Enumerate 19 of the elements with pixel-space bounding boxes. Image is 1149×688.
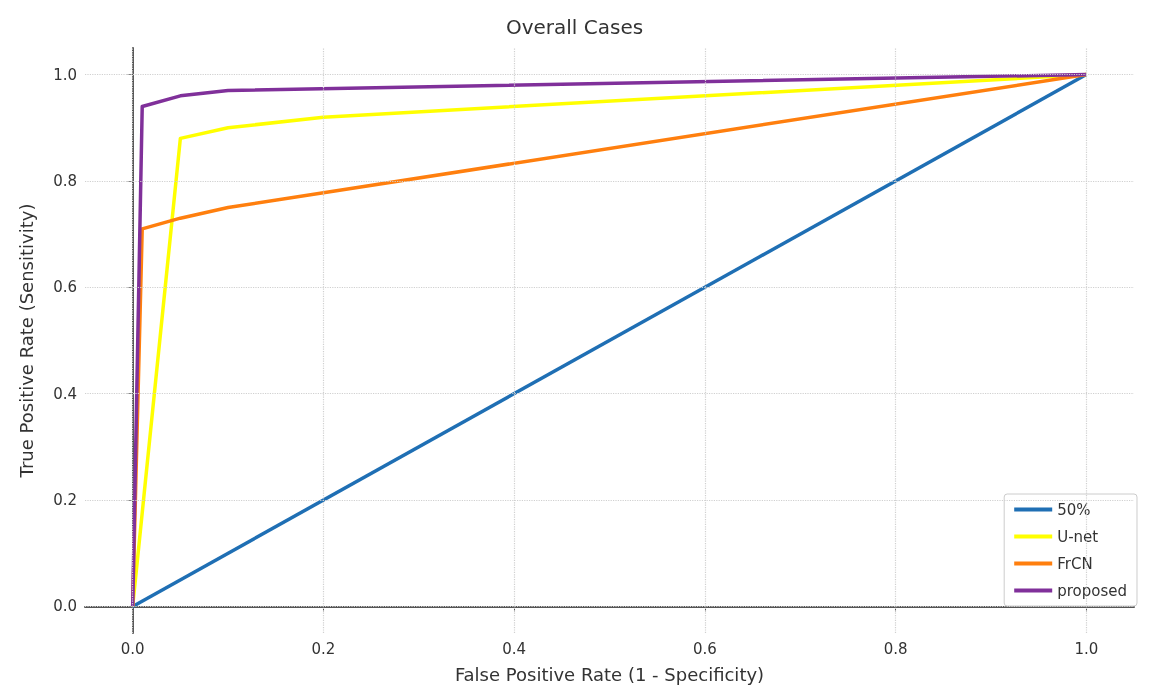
x-axis-title: False Positive Rate (1 - Specificity) [454,663,765,685]
y-axis-title: True Positive Rate (Sensitivity) [15,203,37,479]
legend-label: proposed [1057,581,1128,600]
x-tick-label: 0.4 [502,639,527,658]
x-tick-label: 0.6 [692,639,717,658]
x-tick-label: 1.0 [1074,639,1099,658]
chart-title: Overall Cases [505,15,644,39]
y-tick-label: 0.6 [53,278,77,297]
legend-label: FrCN [1057,554,1093,573]
x-tick-label: 0.2 [311,639,336,658]
y-tick-label: 0.8 [53,171,77,190]
y-tick-label: 1.0 [53,65,77,84]
y-tick-label: 0.2 [53,491,77,510]
legend-label: U-net [1057,527,1099,546]
x-tick-label: 0.0 [120,639,145,658]
y-tick-label: 0.4 [53,384,77,403]
y-tick-label: 0.0 [53,597,77,616]
x-tick-label: 0.8 [883,639,908,658]
legend-label: 50% [1057,500,1091,519]
